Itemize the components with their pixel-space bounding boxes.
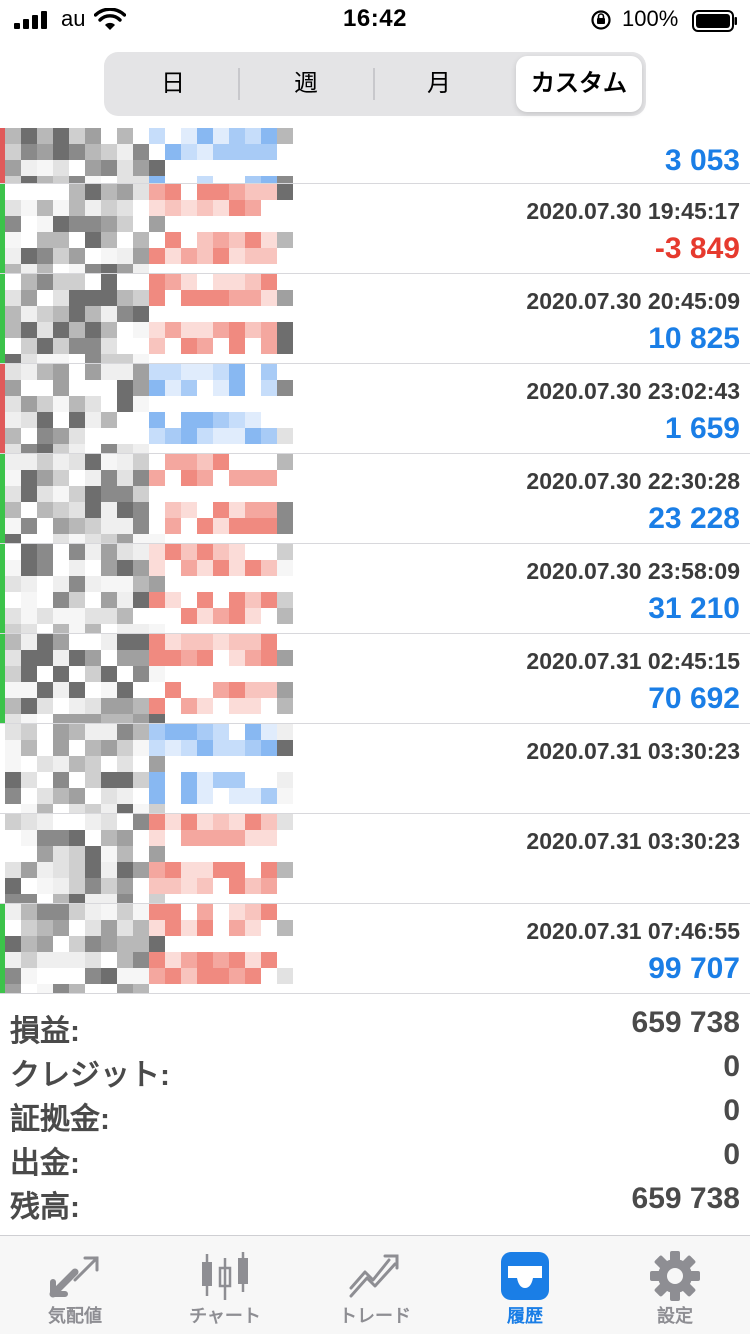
- close-time: 2020.07.30 22:30:28: [526, 468, 740, 494]
- summary-value: 0: [723, 1138, 740, 1171]
- period-segmented-control: 日 週 月 カスタム: [104, 52, 646, 116]
- pixelated-trade-details: [5, 634, 505, 723]
- status-bar: au 16:42 100%: [0, 0, 750, 40]
- trade-profit: 31 210: [648, 592, 740, 625]
- status-time: 16:42: [343, 5, 407, 32]
- close-time: 2020.07.30 23:02:43: [526, 378, 740, 404]
- tab-history[interactable]: 履歴: [450, 1236, 600, 1334]
- summary-value: 659 738: [631, 1182, 740, 1215]
- cellular-signal-icon: [14, 11, 47, 29]
- pixelated-trade-details: [5, 274, 505, 363]
- close-time: 2020.07.31 07:46:55: [526, 918, 740, 944]
- tab-label: チャート: [189, 1306, 261, 1326]
- trade-profit: 23 228: [648, 502, 740, 535]
- tab-settings[interactable]: 設定: [600, 1236, 750, 1334]
- summary-deposit-row: 証拠金: 0: [0, 1092, 750, 1136]
- history-tray-icon: [501, 1252, 549, 1300]
- summary-balance-row: 残高: 659 738: [0, 1180, 750, 1224]
- tab-label: 履歴: [507, 1306, 543, 1326]
- pixelated-trade-details: [5, 454, 505, 543]
- summary-credit-row: クレジット: 0: [0, 1048, 750, 1092]
- close-time: 2020.07.30 23:58:09: [526, 558, 740, 584]
- bottom-tab-bar: 気配値 チャート トレード 履歴: [0, 1235, 750, 1334]
- history-row[interactable]: 2020.07.30 19:45:17 -3 849: [0, 184, 750, 274]
- trade-profit: -3 849: [654, 232, 740, 265]
- history-row[interactable]: 2020.07.31 03:30:23: [0, 814, 750, 904]
- close-time: 2020.07.30 19:45:17: [526, 198, 740, 224]
- summary-profit-row: 損益: 659 738: [0, 1004, 750, 1048]
- summary-label: 損益:: [10, 1015, 80, 1048]
- rotation-lock-icon: [591, 10, 611, 30]
- history-row[interactable]: 2020.07.30 22:30:28 23 228: [0, 454, 750, 544]
- battery-icon: [692, 10, 737, 32]
- gear-icon: [650, 1251, 700, 1301]
- history-row[interactable]: 2020.07.31 02:45:15 70 692: [0, 634, 750, 724]
- result-stripe: [0, 364, 5, 453]
- close-time: 2020.07.31 03:30:23: [526, 828, 740, 854]
- tab-trade[interactable]: トレード: [300, 1236, 450, 1334]
- trade-profit: 3 053: [664, 144, 740, 177]
- history-row[interactable]: 3 053: [0, 128, 750, 184]
- account-summary: 損益: 659 738 クレジット: 0 証拠金: 0 出金: 0 残高: 65…: [0, 1004, 750, 1226]
- trade-profit: 10 825: [648, 322, 740, 355]
- trade-profit: 70 692: [648, 682, 740, 715]
- history-row[interactable]: 2020.07.31 07:46:55 99 707: [0, 904, 750, 994]
- candlestick-chart-icon: [202, 1252, 248, 1300]
- result-stripe: [0, 184, 5, 273]
- segment-custom[interactable]: カスタム: [516, 56, 642, 112]
- summary-label: 出金:: [10, 1147, 80, 1180]
- tab-label: 気配値: [48, 1306, 102, 1326]
- summary-withdrawal-row: 出金: 0: [0, 1136, 750, 1180]
- close-time: 2020.07.30 20:45:09: [526, 288, 740, 314]
- trade-line-icon: [349, 1254, 399, 1298]
- battery-percentage: 100%: [622, 6, 679, 31]
- result-stripe: [0, 904, 5, 993]
- segment-day[interactable]: 日: [161, 70, 185, 97]
- summary-value: 0: [723, 1050, 740, 1083]
- pixelated-trade-details: [5, 128, 505, 183]
- pixelated-trade-details: [5, 364, 505, 453]
- pixelated-trade-details: [5, 814, 505, 903]
- summary-value: 0: [723, 1094, 740, 1127]
- result-stripe: [0, 128, 5, 183]
- tab-label: トレード: [339, 1306, 411, 1326]
- trade-profit: 1 659: [664, 412, 740, 445]
- pixelated-trade-details: [5, 544, 505, 633]
- result-stripe: [0, 274, 5, 363]
- history-row[interactable]: 2020.07.30 20:45:09 10 825: [0, 274, 750, 364]
- segment-month[interactable]: 月: [427, 70, 451, 97]
- history-row[interactable]: 2020.07.30 23:02:43 1 659: [0, 364, 750, 454]
- result-stripe: [0, 634, 5, 723]
- close-time: 2020.07.31 02:45:15: [526, 648, 740, 674]
- pixelated-trade-details: [5, 904, 505, 993]
- carrier-name: au: [61, 6, 86, 31]
- segment-week[interactable]: 週: [294, 70, 318, 97]
- tab-quotes[interactable]: 気配値: [0, 1236, 150, 1334]
- history-row[interactable]: 2020.07.30 23:58:09 31 210: [0, 544, 750, 634]
- summary-label: 証拠金:: [10, 1103, 110, 1136]
- history-row[interactable]: 2020.07.31 03:30:23: [0, 724, 750, 814]
- wifi-icon: [94, 8, 126, 30]
- tab-chart[interactable]: チャート: [150, 1236, 300, 1334]
- pixelated-trade-details: [5, 724, 505, 813]
- close-time: 2020.07.31 03:30:23: [526, 738, 740, 764]
- pixelated-trade-details: [5, 184, 505, 273]
- result-stripe: [0, 544, 5, 633]
- segment-divider: [238, 68, 240, 100]
- summary-label: 残高:: [10, 1191, 80, 1224]
- history-list: 3 053 2020.07.30 19:45:17 -3 849 2020.07…: [0, 128, 750, 994]
- result-stripe: [0, 454, 5, 543]
- quotes-arrows-icon: [49, 1256, 99, 1298]
- trade-profit: 99 707: [648, 952, 740, 985]
- segment-divider: [373, 68, 375, 100]
- summary-label: クレジット:: [10, 1059, 170, 1092]
- summary-value: 659 738: [631, 1006, 740, 1039]
- tab-label: 設定: [657, 1306, 693, 1326]
